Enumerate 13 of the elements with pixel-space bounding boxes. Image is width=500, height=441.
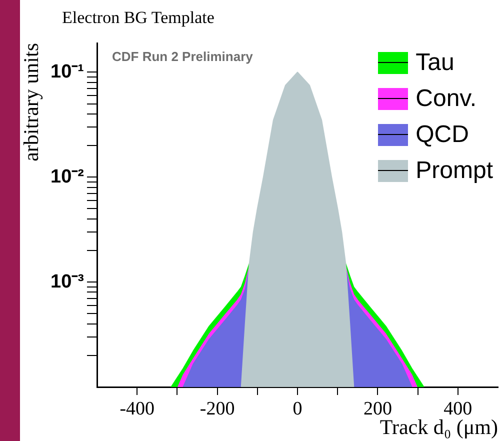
y-axis-title: arbitrary units: [19, 43, 44, 162]
y-tick-label: 10⁻²: [50, 166, 84, 188]
annotation: CDF Run 2 Preliminary: [112, 49, 254, 64]
legend-label: Tau: [416, 49, 454, 76]
legend-label: Prompt: [416, 157, 493, 184]
x-tick-label: 0: [292, 398, 302, 420]
legend-label: Conv.: [416, 85, 477, 112]
x-tick-label: -200: [200, 398, 235, 420]
legend-label: QCD: [416, 121, 469, 148]
chart-title: Electron BG Template: [62, 8, 214, 28]
y-tick-label: 10⁻³: [50, 271, 84, 292]
x-tick-label: -400: [120, 398, 155, 420]
y-tick-label: 10⁻¹: [50, 61, 84, 82]
